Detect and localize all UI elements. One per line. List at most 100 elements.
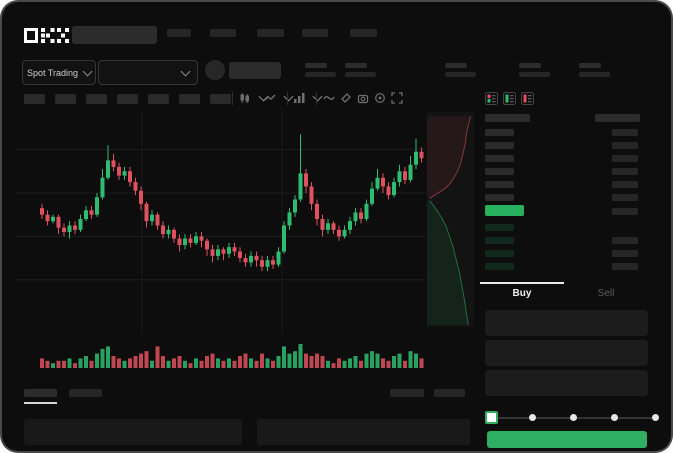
ask-row-price[interactable]: [485, 142, 514, 149]
interval-icon[interactable]: [293, 92, 305, 104]
nav-item-placeholder[interactable]: [350, 29, 377, 37]
toolbar-chip-placeholder[interactable]: [86, 94, 107, 104]
orders-panel-placeholder: [257, 419, 470, 445]
toolbar-chip-placeholder[interactable]: [148, 94, 169, 104]
toolbar-chip-placeholder[interactable]: [210, 94, 231, 104]
ask-row-price[interactable]: [485, 194, 514, 201]
coin-avatar: [205, 60, 225, 80]
orderbook-header-amount: [595, 114, 640, 122]
order-input-placeholder[interactable]: [485, 340, 648, 366]
compare-tag-icon[interactable]: [340, 92, 352, 104]
toolbar-chip-placeholder[interactable]: [55, 94, 76, 104]
bid-row-price[interactable]: [485, 224, 514, 231]
volume-bar: [45, 360, 50, 368]
line-chart-icon[interactable]: [264, 92, 276, 104]
stat-value-placeholder: [305, 72, 336, 77]
nav-item-placeholder[interactable]: [257, 29, 284, 37]
bid-row-price[interactable]: [485, 237, 514, 244]
okx-logo[interactable]: [24, 28, 70, 43]
candlestick-chart[interactable]: [16, 112, 474, 372]
volume-bar: [89, 360, 94, 368]
orders-tab-active[interactable]: [24, 389, 57, 397]
ask-row-amount[interactable]: [612, 168, 638, 175]
order-input-placeholder[interactable]: [485, 370, 648, 396]
volume-bar: [51, 363, 55, 368]
volume-bar: [227, 358, 231, 368]
candle-body: [56, 216, 61, 228]
book-split-icon[interactable]: [485, 92, 498, 105]
tab-buy[interactable]: Buy: [512, 288, 532, 299]
order-input-placeholder[interactable]: [485, 310, 648, 336]
volume-bar: [309, 356, 314, 368]
book-bids-icon[interactable]: [503, 92, 516, 105]
ask-row-amount[interactable]: [612, 129, 638, 136]
ask-row-amount[interactable]: [612, 181, 638, 188]
volume-bar: [73, 363, 77, 368]
stat-label-placeholder: [519, 63, 541, 68]
volume-bar: [216, 358, 220, 368]
candle-body: [403, 171, 407, 180]
volume-bar: [67, 358, 72, 368]
ask-row-amount[interactable]: [612, 142, 638, 149]
slider-step-2[interactable]: [570, 414, 577, 421]
candle-body: [276, 251, 281, 265]
candle-body: [309, 186, 314, 204]
slider-step-4[interactable]: [652, 414, 659, 421]
slider-step-3[interactable]: [611, 414, 618, 421]
volume-bar: [117, 358, 121, 368]
depth-asks-area: [427, 116, 471, 199]
fullscreen-icon[interactable]: [391, 92, 403, 104]
bid-row-amount[interactable]: [612, 237, 638, 244]
candle-body: [128, 171, 132, 183]
pair-selector-dropdown[interactable]: [98, 60, 198, 85]
toolbar-chip-placeholder[interactable]: [179, 94, 200, 104]
volume-bar: [265, 358, 270, 368]
candle-body: [139, 190, 143, 204]
orders-tab[interactable]: [69, 389, 102, 397]
orders-filter-placeholder[interactable]: [434, 389, 465, 397]
candle-body: [232, 247, 237, 252]
volume-bar: [282, 346, 286, 368]
bid-row-amount[interactable]: [612, 250, 638, 257]
candle-body: [227, 247, 231, 254]
orders-filter-placeholder[interactable]: [390, 389, 424, 397]
candle-body: [133, 182, 138, 191]
ask-row-price[interactable]: [485, 168, 514, 175]
settings-icon[interactable]: [374, 92, 386, 104]
camera-icon[interactable]: [357, 92, 369, 104]
market-type-dropdown[interactable]: Spot Trading: [22, 60, 96, 85]
candle-body: [172, 229, 176, 239]
chevron-down-icon[interactable]: [312, 91, 323, 102]
nav-item-placeholder[interactable]: [210, 29, 236, 37]
volume-bar: [133, 356, 138, 368]
volume-bar: [199, 360, 204, 368]
toolbar-chip-placeholder[interactable]: [24, 94, 45, 104]
nav-search-placeholder[interactable]: [72, 26, 157, 44]
candle-body: [326, 223, 330, 230]
nav-item-placeholder[interactable]: [302, 29, 328, 37]
slider-step-0[interactable]: [485, 411, 498, 424]
indicators-icon[interactable]: [323, 92, 335, 104]
bid-row-amount[interactable]: [612, 263, 638, 270]
ask-row-price[interactable]: [485, 155, 514, 162]
candles-chart-icon[interactable]: [239, 92, 251, 104]
tab-sell[interactable]: Sell: [597, 288, 615, 299]
toolbar-chip-placeholder[interactable]: [117, 94, 138, 104]
ask-row-price[interactable]: [485, 129, 514, 136]
last-price-badge[interactable]: [485, 205, 524, 216]
bid-row-price[interactable]: [485, 250, 514, 257]
submit-order-button[interactable]: [487, 431, 647, 448]
book-asks-icon[interactable]: [521, 92, 534, 105]
bid-row-price[interactable]: [485, 263, 514, 270]
nav-item-placeholder[interactable]: [167, 29, 191, 37]
stat-value-placeholder: [345, 72, 376, 77]
chevron-down-icon[interactable]: [283, 91, 294, 102]
candle-body: [205, 240, 209, 250]
candle-body: [62, 227, 66, 233]
ask-row-amount[interactable]: [612, 155, 638, 162]
slider-step-1[interactable]: [529, 414, 536, 421]
ask-row-amount[interactable]: [612, 194, 638, 201]
volume-bar: [232, 360, 237, 368]
ask-row-price[interactable]: [485, 181, 514, 188]
